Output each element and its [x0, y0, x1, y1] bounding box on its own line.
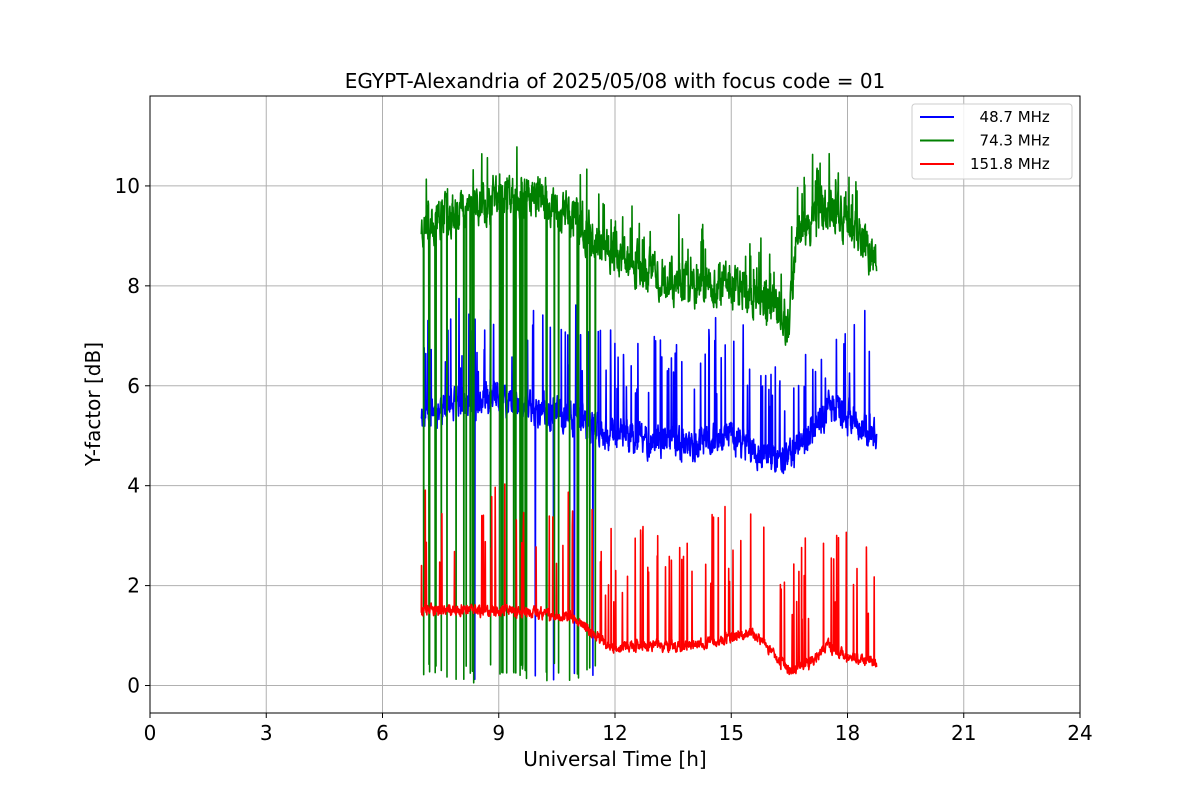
- x-tick-label: 18: [835, 721, 860, 745]
- y-axis-label: Y-factor [dB]: [81, 342, 105, 467]
- x-tick-label: 24: [1067, 721, 1092, 745]
- y-tick-label: 6: [127, 374, 140, 398]
- y-tick-label: 2: [127, 574, 140, 598]
- legend-label: 151.8 MHz: [970, 155, 1050, 173]
- series-line-3: [420, 483, 878, 676]
- x-tick-label: 3: [260, 721, 273, 745]
- series-line-2: [420, 146, 878, 684]
- legend: 48.7 MHz 74.3 MHz 151.8 MHz: [911, 103, 1073, 180]
- x-tick-label: 21: [951, 721, 976, 745]
- y-tick-label: 4: [127, 474, 140, 498]
- y-tick-label: 8: [127, 274, 140, 298]
- y-tick-label: 10: [115, 174, 140, 198]
- legend-box: [911, 103, 1073, 180]
- x-tick-label: 15: [719, 721, 744, 745]
- x-tick-label: 9: [492, 721, 505, 745]
- x-tick-label: 12: [602, 721, 627, 745]
- x-tick-label: 0: [144, 721, 157, 745]
- legend-label: 48.7 MHz: [970, 108, 1050, 126]
- x-tick-label: 6: [376, 721, 389, 745]
- y-tick-label: 0: [127, 674, 140, 698]
- series-line-1: [420, 297, 878, 681]
- x-axis-label: Universal Time [h]: [523, 747, 706, 771]
- chart-title: EGYPT-Alexandria of 2025/05/08 with focu…: [345, 69, 886, 93]
- legend-label: 74.3 MHz: [970, 132, 1050, 150]
